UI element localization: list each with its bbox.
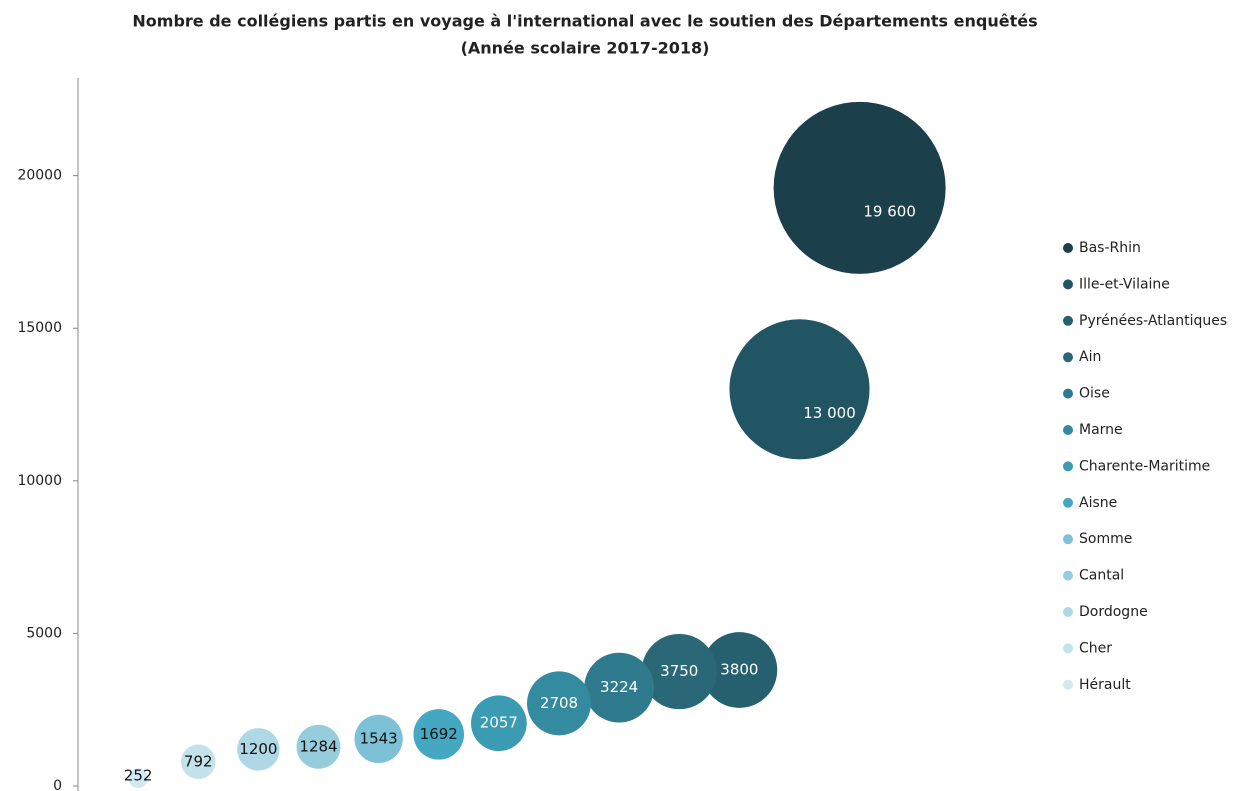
data-label: 792 <box>184 752 213 770</box>
bubble <box>180 744 216 780</box>
data-label: 1284 <box>299 737 337 755</box>
bubble <box>527 671 591 736</box>
data-label: 252 <box>124 767 153 785</box>
bubble <box>773 101 946 274</box>
bubble <box>729 319 870 460</box>
bubble <box>584 652 655 723</box>
data-label: 1200 <box>239 740 277 758</box>
bubble <box>237 728 280 771</box>
legend-marker <box>1063 643 1073 654</box>
bubble <box>701 632 778 708</box>
y-tick-label: 15000 <box>17 320 62 336</box>
data-label: 3800 <box>720 661 758 679</box>
data-label: 3750 <box>660 662 698 680</box>
legend-label: Ille-et-Vilaine <box>1079 276 1170 292</box>
legend-marker <box>1063 607 1073 617</box>
bubble <box>128 768 148 789</box>
legend-label: Ain <box>1079 349 1101 365</box>
data-label: 3224 <box>600 678 638 696</box>
bubble <box>413 709 465 760</box>
legend-label: Hérault <box>1079 677 1131 693</box>
data-label: 2057 <box>480 714 518 732</box>
data-label: 2708 <box>540 694 578 712</box>
legend-marker <box>1063 315 1073 326</box>
legend-label: Pyrénées-Atlantiques <box>1079 313 1227 329</box>
legend-marker <box>1063 425 1073 435</box>
legend-marker <box>1063 534 1073 545</box>
legend-marker <box>1063 570 1073 581</box>
y-tick-label: 5000 <box>26 625 62 641</box>
legend-label: Dordogne <box>1079 604 1148 620</box>
y-tick-label: 20000 <box>17 168 62 184</box>
legend-marker <box>1063 279 1073 290</box>
data-label: 19 600 <box>863 202 916 220</box>
bubble <box>471 695 527 752</box>
legend-marker <box>1063 243 1073 253</box>
legend-label: Bas-Rhin <box>1079 240 1141 256</box>
bubble <box>354 714 403 764</box>
legend-marker <box>1063 679 1073 690</box>
data-label: 13 000 <box>803 404 856 422</box>
data-label: 1543 <box>360 729 398 747</box>
legend-label: Cantal <box>1079 568 1124 584</box>
chart-subtitle: (Année scolaire 2017-2018) <box>461 39 710 58</box>
bubble <box>296 724 341 769</box>
legend-marker <box>1063 461 1073 472</box>
bubble <box>641 633 717 710</box>
legend-marker <box>1063 497 1073 508</box>
legend-label: Charente-Maritime <box>1079 458 1210 474</box>
legend-label: Somme <box>1079 531 1132 547</box>
legend-marker <box>1063 388 1073 399</box>
y-tick-label: 10000 <box>17 473 62 489</box>
legend-marker <box>1063 352 1073 363</box>
legend-label: Aisne <box>1079 495 1117 511</box>
legend-label: Oise <box>1079 386 1110 402</box>
data-label: 1692 <box>420 725 458 743</box>
chart-title: Nombre de collégiens partis en voyage à … <box>132 12 1037 31</box>
legend-label: Marne <box>1079 422 1123 438</box>
legend-label: Cher <box>1079 640 1112 656</box>
y-tick-label: 0 <box>53 778 62 791</box>
